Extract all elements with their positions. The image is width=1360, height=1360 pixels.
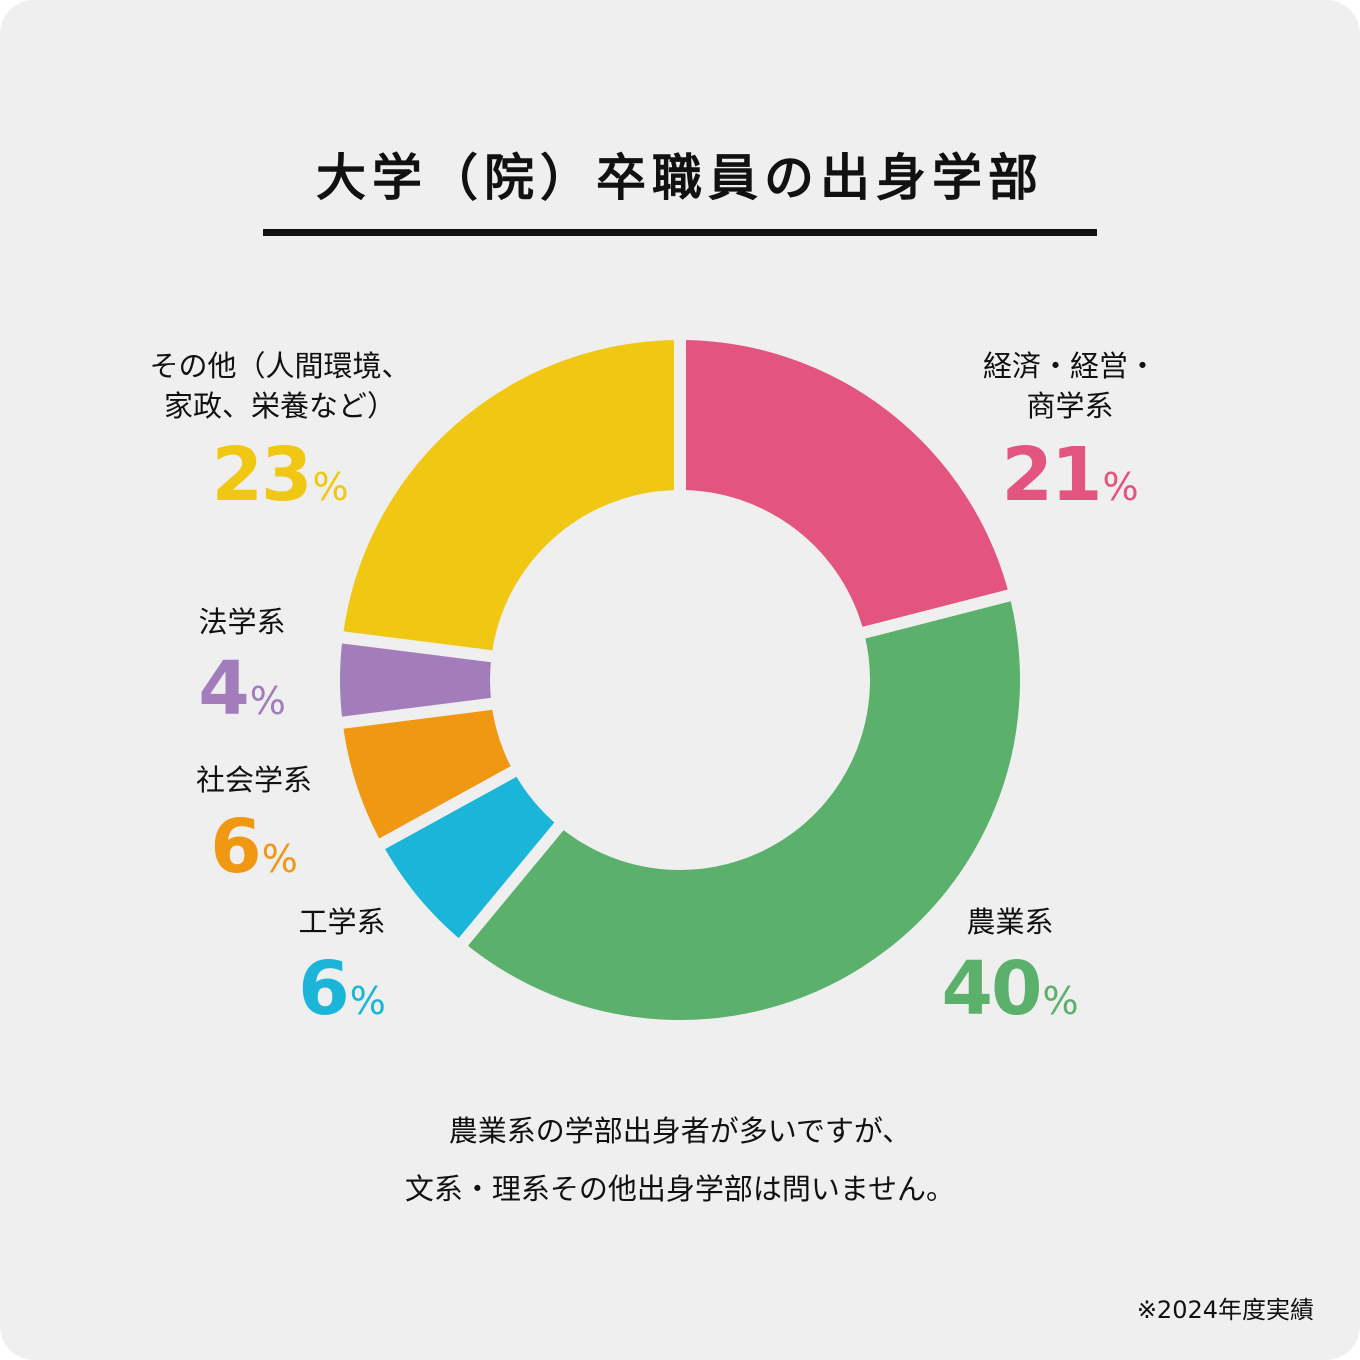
slice-label-line: 社会学系 xyxy=(195,763,312,797)
percent-unit: % xyxy=(1042,979,1079,1023)
chart-title: 大学（院）卒職員の出身学部 xyxy=(316,149,1044,207)
slice-label-line: その他（人間環境、 xyxy=(149,349,411,383)
percent-unit: % xyxy=(261,837,298,881)
slice-value-number: 40 xyxy=(941,946,1042,1032)
slice-label-engineering: 工学系 xyxy=(222,902,462,942)
donut-slice-economics xyxy=(674,327,1023,642)
slice-label-line: 商学系 xyxy=(1026,389,1114,423)
slice-label-line: 家政、栄養など） xyxy=(163,389,396,423)
footnote: ※2024年度実績 xyxy=(1136,1296,1314,1324)
title-underline xyxy=(263,229,1097,236)
slice-label-line: 経済・経営・ xyxy=(982,349,1157,383)
percent-unit: % xyxy=(1102,465,1139,509)
slice-value-economics: 21% xyxy=(930,432,1210,518)
percent-unit: % xyxy=(249,679,286,723)
slice-value-other: 23% xyxy=(120,432,440,518)
slice-value-law: 4% xyxy=(122,646,362,732)
slice-value-number: 21 xyxy=(1001,432,1102,518)
slice-label-economics: 経済・経営・ 商学系 xyxy=(930,346,1210,426)
percent-unit: % xyxy=(312,465,349,509)
slice-label-line: 工学系 xyxy=(298,905,386,939)
description-note: 農業系の学部出身者が多いですが、 文系・理系その他出身学部は問いません。 xyxy=(0,1102,1360,1218)
slice-label-line: 農業系 xyxy=(966,905,1054,939)
donut-slice-other xyxy=(330,327,686,664)
slice-value-number: 6 xyxy=(210,804,261,890)
slice-label-agriculture: 農業系 xyxy=(890,902,1130,942)
slice-label-sociology: 社会学系 xyxy=(134,760,374,800)
note-line: 文系・理系その他出身学部は問いません。 xyxy=(404,1172,956,1206)
slice-value-number: 6 xyxy=(298,946,349,1032)
note-line: 農業系の学部出身者が多いですが、 xyxy=(448,1114,912,1148)
slice-value-engineering: 6% xyxy=(222,946,462,1032)
slice-label-other: その他（人間環境、 家政、栄養など） xyxy=(120,346,440,426)
donut-slice-agriculture xyxy=(450,586,1032,1032)
slice-value-number: 23 xyxy=(211,432,312,518)
slice-label-line: 法学系 xyxy=(198,605,286,639)
slice-value-sociology: 6% xyxy=(134,804,374,890)
slice-label-law: 法学系 xyxy=(122,602,362,642)
slice-value-number: 4 xyxy=(198,646,249,732)
percent-unit: % xyxy=(349,979,386,1023)
slice-value-agriculture: 40% xyxy=(890,946,1130,1032)
